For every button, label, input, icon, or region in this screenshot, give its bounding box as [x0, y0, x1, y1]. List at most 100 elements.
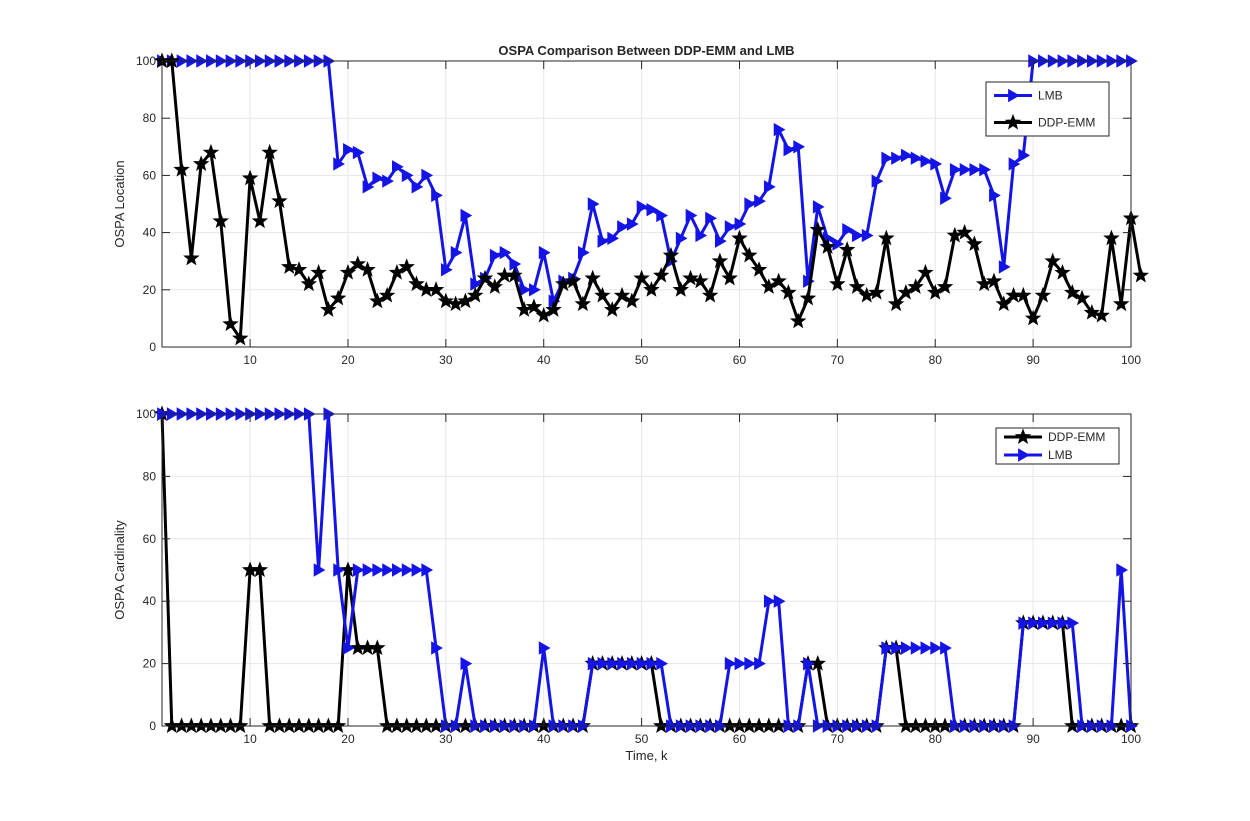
cardinality-lmb-point: [940, 641, 952, 655]
location-lmb-point: [440, 263, 453, 277]
cardinality-legend-label: DDP-EMM: [1048, 430, 1105, 444]
cardinality-lmb-point: [313, 563, 326, 577]
location-y-tick-label: 80: [143, 111, 157, 125]
location-lmb-point: [431, 188, 443, 203]
location-lmb-point: [871, 174, 884, 188]
location-ddp-emm-point: [868, 284, 885, 300]
cardinality-lmb-point: [392, 563, 404, 577]
cardinality-lmb-point: [744, 656, 757, 671]
location-ddp-emm-point: [525, 298, 543, 314]
cardinality-y-tick-label: 80: [143, 469, 157, 483]
cardinality-x-tick-label: 40: [537, 732, 551, 746]
location-x-tick-label: 10: [243, 353, 257, 367]
location-ddp-emm-point: [271, 192, 288, 209]
location-ddp-emm-point: [359, 261, 376, 277]
location-lmb-point: [392, 160, 404, 174]
location-ddp-emm-point: [320, 301, 337, 317]
cardinality-legend-marker: [1018, 448, 1030, 462]
location-ddp-emm-point: [388, 263, 406, 280]
cardinality-lmb-point: [587, 656, 600, 671]
location-lmb-point: [793, 140, 806, 154]
location-lmb-point: [705, 211, 717, 225]
location-ddp-emm-point: [887, 295, 905, 312]
location-ddp-emm-point: [799, 289, 817, 306]
cardinality-lmb-point: [900, 641, 913, 655]
location-lmb-point: [352, 145, 365, 160]
location-lmb-point: [372, 171, 385, 185]
location-ddp-emm-point: [721, 269, 738, 286]
location-lmb-point: [852, 228, 864, 243]
cardinality-ddp-emm-point: [232, 717, 249, 733]
cardinality-lmb-point: [372, 563, 385, 577]
location-legend-label: LMB: [1038, 89, 1063, 103]
cardinality-legend-marker: [1014, 428, 1032, 444]
location-ddp-emm-point: [780, 284, 797, 300]
location-ddp-emm-point: [604, 301, 621, 317]
location-ddp-emm-point: [1054, 264, 1071, 280]
cardinality-y-tick-label: 40: [143, 594, 157, 608]
location-lmb-point: [724, 220, 737, 234]
location-lmb-point: [1008, 157, 1021, 171]
location-lmb-point: [734, 217, 747, 231]
location-lmb-point: [900, 148, 913, 163]
location-lmb-point: [460, 208, 473, 223]
cardinality-x-tick-label: 30: [439, 732, 453, 746]
cardinality-lmb-point: [352, 563, 365, 577]
cardinality-y-tick-label: 20: [143, 657, 157, 671]
location-x-tick-label: 80: [929, 353, 943, 367]
location-ddp-emm-point: [848, 278, 866, 294]
location-ddp-emm-point: [927, 284, 944, 300]
cardinality-lmb-point: [362, 563, 375, 577]
location-x-tick-label: 20: [341, 353, 355, 367]
cardinality-x-tick-label: 10: [243, 732, 257, 746]
location-ddp-emm-point: [956, 223, 973, 240]
location-ddp-emm-point: [241, 169, 259, 186]
location-lmb-point: [509, 257, 522, 271]
location-ddp-emm-point: [1083, 304, 1101, 320]
cardinality-legend-box: [995, 427, 1120, 465]
cardinality-lmb-point: [421, 563, 434, 577]
location-ddp-emm-point: [809, 221, 827, 237]
location-lmb-point: [998, 260, 1011, 274]
location-ddp-emm-point: [682, 269, 699, 286]
cardinality-y-axis-label: OSPA Cardinality: [112, 520, 127, 620]
location-ddp-emm-point: [437, 292, 455, 309]
cardinality-lmb-point: [460, 656, 473, 671]
cardinality-lmb-point: [636, 656, 649, 671]
cardinality-x-tick-label: 70: [831, 732, 845, 746]
location-ddp-emm-point: [369, 292, 386, 309]
location-ddp-emm-point: [202, 143, 220, 160]
location-ddp-emm-point: [183, 249, 200, 266]
location-legend-label: DDP-EMM: [1038, 116, 1095, 130]
location-lmb-point: [979, 162, 991, 177]
cardinality-lmb-point: [597, 656, 610, 671]
location-y-tick-label: 0: [149, 340, 156, 354]
location-ddp-emm-point: [878, 229, 895, 246]
location-ddp-emm-point: [623, 292, 641, 309]
cardinality-lmb-point: [1057, 616, 1070, 630]
location-ddp-emm-point: [574, 295, 592, 312]
cardinality-axes-background: [162, 414, 1131, 726]
location-ddp-emm-point: [447, 295, 464, 312]
cardinality-lmb-point: [656, 656, 668, 671]
location-y-tick-label: 100: [136, 54, 156, 68]
location-ddp-emm-point: [672, 281, 689, 297]
location-ddp-emm-point: [741, 246, 758, 263]
cardinality-axes-box: [161, 413, 1132, 727]
location-y-tick-label: 60: [143, 168, 157, 182]
location-lmb-point: [421, 168, 434, 183]
cardinality-lmb-point: [1038, 616, 1050, 630]
location-ddp-emm-point: [398, 258, 415, 274]
location-ddp-emm-point: [1112, 295, 1130, 312]
location-ddp-emm-point: [408, 275, 425, 292]
location-ddp-emm-point: [212, 212, 229, 229]
location-axes-box: [161, 60, 1132, 348]
location-ddp-emm-point: [1044, 252, 1061, 269]
cardinality-x-tick-label: 50: [635, 732, 649, 746]
location-ddp-emm-point: [251, 212, 269, 229]
location-ddp-emm-point: [838, 241, 856, 257]
location-ddp-emm-point: [692, 272, 709, 289]
location-lmb-point: [930, 157, 943, 171]
location-plot: 10 20 30 40 50 60 70 80 90 100 0 20 40 60 80 100 OSPA Co…: [112, 43, 1150, 367]
